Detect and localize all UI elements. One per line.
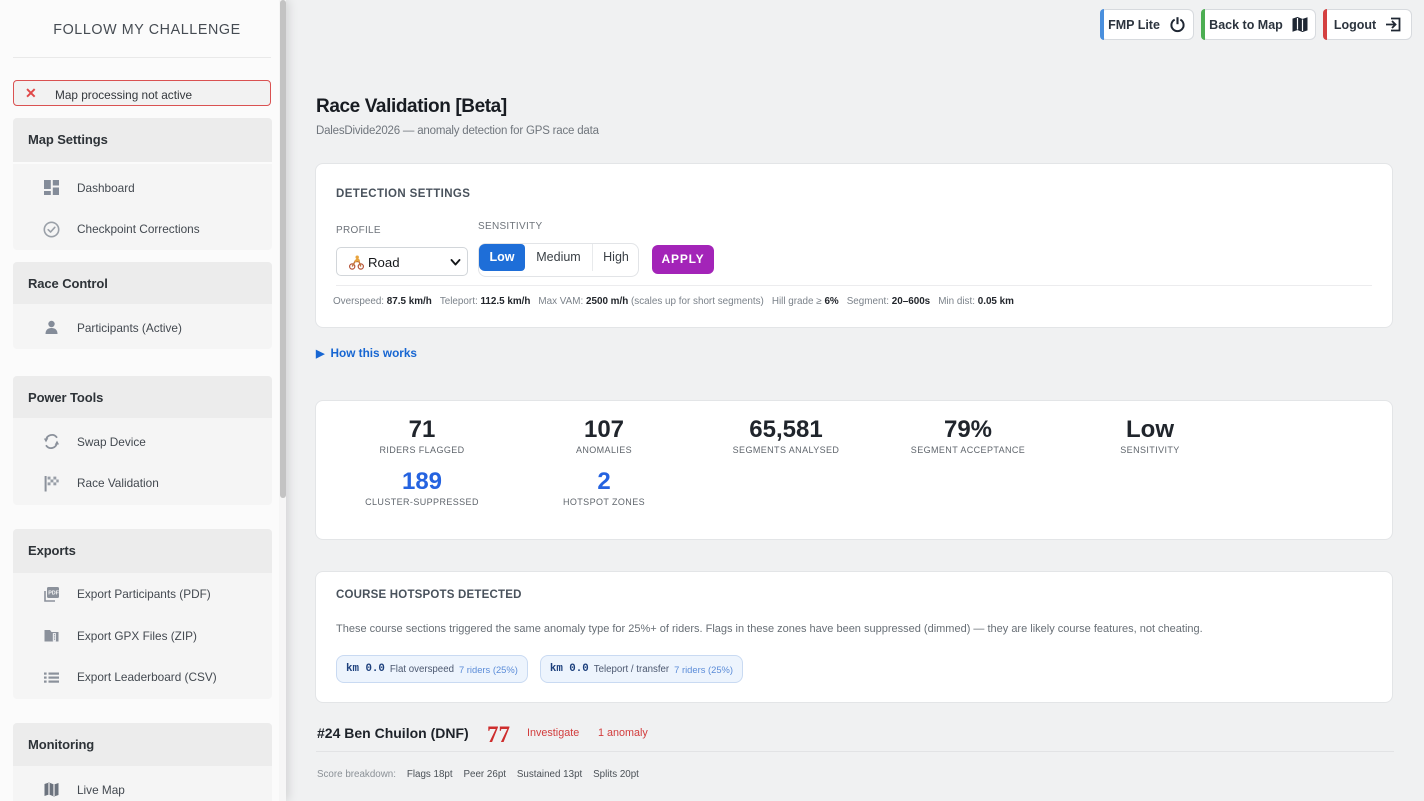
svg-text:PDF: PDF <box>48 590 59 596</box>
